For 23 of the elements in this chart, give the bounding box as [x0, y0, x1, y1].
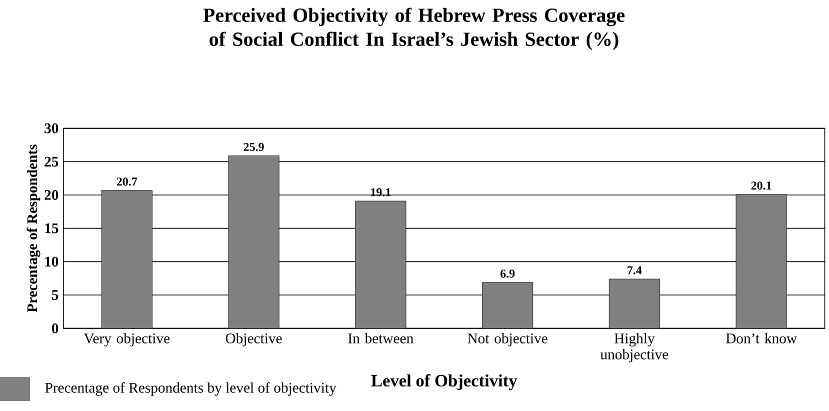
y-tick-label: 0	[52, 323, 58, 334]
data-label: 20.1	[751, 182, 772, 190]
y-tick-label: 10	[45, 256, 58, 267]
x-tick-label: Highly unobjective	[600, 333, 668, 362]
data-label: 25.9	[244, 142, 264, 152]
x-tick-label: Very objective	[84, 333, 170, 346]
x-tick-label: In between	[348, 333, 414, 344]
x-tick-label: Not objective	[468, 333, 548, 346]
legend-label: Precentage of Respondents by level of objectivity	[45, 382, 336, 396]
data-label: 19.1	[371, 188, 391, 196]
y-tick-label: 15	[45, 223, 58, 234]
x-tick-label: Objective	[226, 333, 282, 346]
y-tick-label: 20	[44, 190, 58, 200]
data-label: 7.4	[628, 266, 642, 274]
y-axis-title: Precentage of Respondents	[26, 144, 40, 312]
chart-title: Perceived Objectivity of Hebrew Press Coverage of Social Conflict In Israel’s Jewish Sector (%)	[203, 8, 625, 50]
y-tick-label: 5	[52, 290, 58, 300]
data-label: 20.7	[116, 178, 138, 186]
x-tick-label: Don’t know	[726, 333, 797, 344]
y-tick-label: 30	[44, 123, 58, 134]
data-label: 6.9	[500, 270, 515, 278]
x-axis-title: Level of Objectivity	[371, 374, 518, 390]
y-tick-label: 25	[44, 156, 58, 167]
